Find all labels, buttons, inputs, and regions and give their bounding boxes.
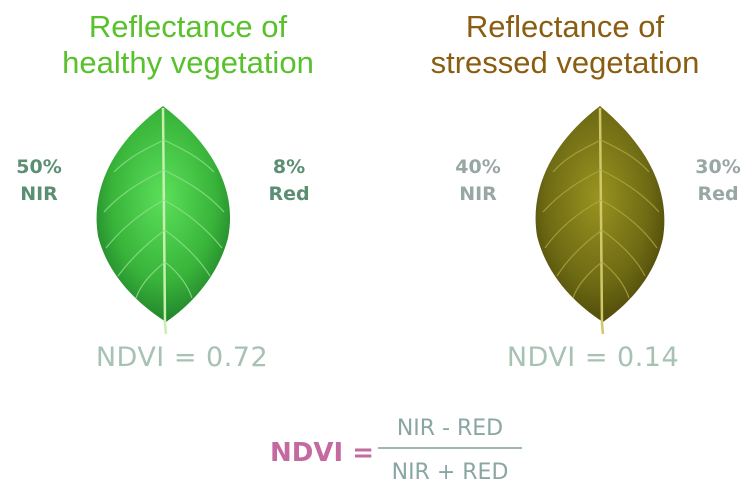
healthy-nir-label: NIR	[20, 183, 58, 205]
stressed-red-value: 30%	[695, 156, 741, 178]
stressed-red-label: Red	[697, 183, 739, 205]
fraction-bar	[378, 447, 522, 449]
healthy-nir-stat: 50% NIR	[2, 154, 76, 208]
formula-label: NDVI =	[270, 438, 374, 468]
healthy-red-label: Red	[268, 183, 310, 205]
stressed-ndvi-value: NDVI = 0.14	[506, 342, 680, 373]
formula-fraction: NIR - RED NIR + RED	[378, 413, 522, 489]
stressed-title-line1: Reflectance of	[465, 9, 665, 44]
stressed-nir-value: 40%	[455, 156, 501, 178]
olive-leaf-icon	[535, 106, 665, 335]
stressed-vegetation-panel: Reflectance of stressed vegetation 40% N…	[377, 0, 753, 400]
healthy-red-stat: 8% Red	[254, 154, 324, 208]
healthy-red-value: 8%	[272, 156, 306, 178]
formula-denominator: NIR + RED	[391, 460, 509, 485]
healthy-title-line2: healthy vegetation	[62, 45, 314, 80]
healthy-vegetation-panel: Reflectance of healthy vegetation 50% NI…	[0, 0, 376, 400]
stressed-nir-label: NIR	[459, 183, 497, 205]
healthy-ndvi-value: NDVI = 0.72	[95, 342, 269, 373]
healthy-nir-value: 50%	[16, 156, 62, 178]
green-leaf-icon	[96, 106, 231, 335]
stressed-title: Reflectance of stressed vegetation	[377, 9, 753, 81]
formula-numerator: NIR - RED	[396, 416, 504, 441]
stressed-red-stat: 30% Red	[683, 154, 753, 208]
stressed-nir-stat: 40% NIR	[441, 154, 515, 208]
stressed-title-line2: stressed vegetation	[430, 45, 700, 80]
ndvi-formula: NDVI = NIR - RED NIR + RED	[270, 413, 530, 493]
healthy-title: Reflectance of healthy vegetation	[0, 9, 376, 81]
healthy-title-line1: Reflectance of	[88, 9, 288, 44]
